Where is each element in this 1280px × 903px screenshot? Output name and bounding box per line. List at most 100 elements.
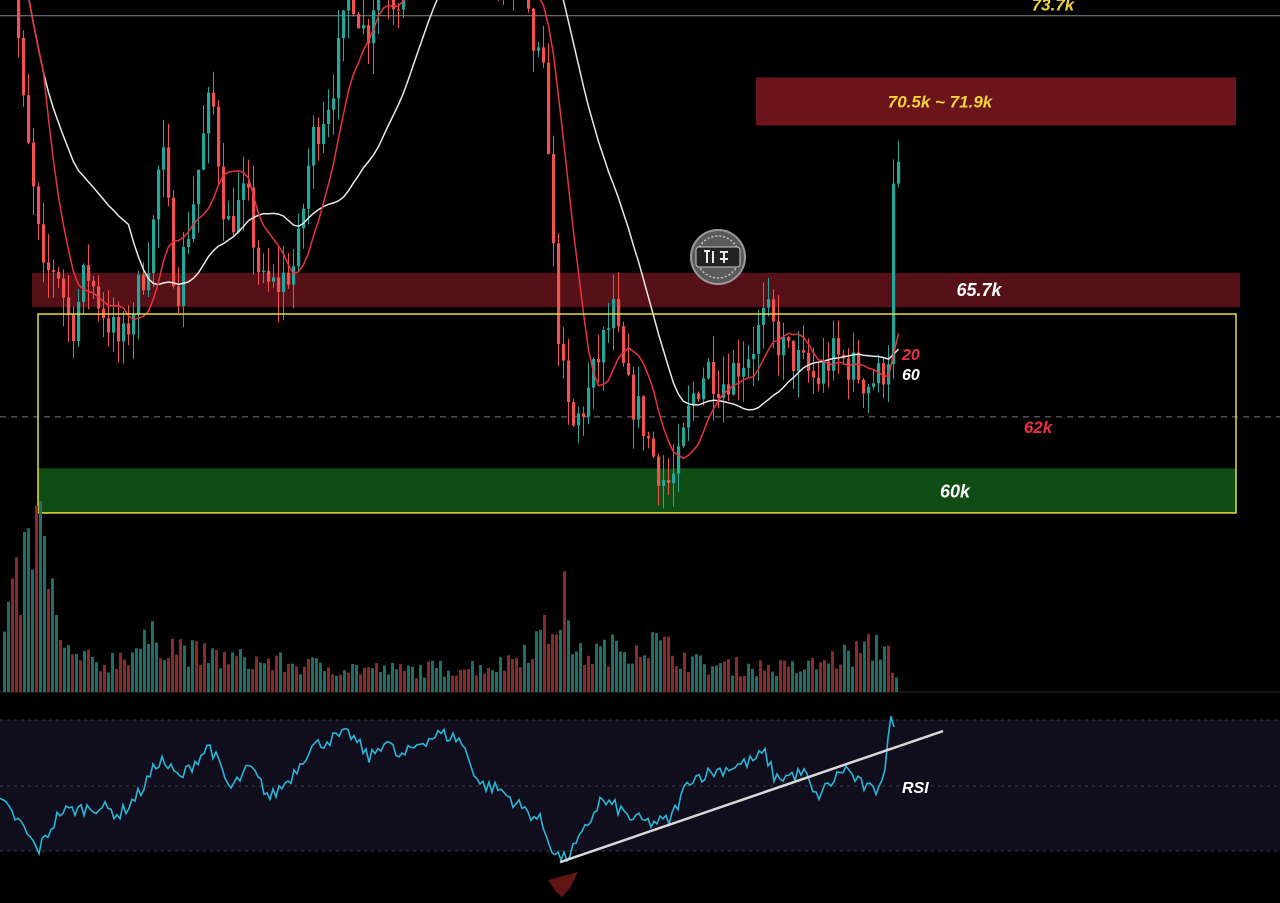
volume-bar [419, 665, 422, 692]
volume-bar [83, 650, 86, 692]
volume-bar [655, 633, 658, 692]
candle-body [847, 358, 851, 380]
volume-bar [839, 664, 842, 692]
candle-body [322, 123, 326, 145]
candle-body [747, 359, 751, 368]
volume-bar [127, 665, 130, 692]
volume-bar [603, 639, 606, 692]
candle-body [757, 324, 761, 354]
volume-bar [883, 646, 886, 692]
candle-body [782, 337, 786, 356]
volume-bar [303, 666, 306, 692]
volume-bar [187, 666, 190, 692]
volume-bar [587, 655, 590, 692]
candle-body [567, 360, 571, 403]
volume-bar [535, 631, 538, 692]
volume-bar [503, 670, 506, 692]
volume-bar [551, 633, 554, 692]
volume-bar [87, 649, 90, 692]
candle-body [327, 109, 331, 124]
volume-bar [263, 663, 266, 692]
volume-bar [279, 652, 282, 692]
volume-bar [511, 659, 514, 692]
candle-body [667, 479, 671, 483]
volume-bar [179, 639, 182, 692]
volume-bar [463, 669, 466, 692]
volume-bar [299, 674, 302, 692]
volume-bar [443, 676, 446, 692]
candle-body [632, 374, 636, 420]
candle-body [762, 307, 766, 325]
volume-bar [107, 672, 110, 692]
volume-bar [731, 675, 734, 692]
candle-body [402, 0, 406, 10]
volume-bar [667, 636, 670, 692]
volume-bar [479, 664, 482, 692]
support-zone-label: 60k [940, 482, 971, 502]
candle-body [212, 92, 216, 107]
volume-bar [831, 651, 834, 692]
volume-bar [379, 671, 382, 692]
volume-bar [195, 641, 198, 692]
candle-body [712, 361, 716, 394]
volume-bar [795, 673, 798, 692]
volume-bar [803, 669, 806, 692]
volume-bar [71, 654, 74, 692]
candle-body [37, 186, 41, 225]
volume-bar [743, 675, 746, 692]
candle-body [617, 298, 621, 327]
volume-bar [139, 648, 142, 692]
candle-body [557, 243, 561, 345]
candle-body [67, 297, 71, 316]
volume-bar [319, 662, 322, 692]
volume-bar [735, 656, 738, 692]
volume-bar [651, 632, 654, 692]
volume-bar [499, 657, 502, 692]
candle-body [152, 219, 156, 274]
candle-body [777, 321, 781, 356]
candle-body [362, 25, 366, 29]
volume-bar [823, 660, 826, 692]
candle-body [167, 147, 171, 198]
watermark-logo-icon [690, 229, 746, 285]
candle-body [527, 0, 531, 9]
candle-body [602, 330, 606, 363]
moving-averages [28, 0, 900, 460]
volume-bar [507, 655, 510, 692]
candle-body [682, 427, 686, 447]
volume-bar [59, 640, 62, 692]
volume-bar [315, 658, 318, 692]
volume-bar [31, 569, 34, 692]
candle-body [217, 106, 221, 167]
candle-body [607, 328, 611, 331]
candle-body [892, 183, 896, 365]
volume-bar [559, 629, 562, 692]
volume-bar [783, 660, 786, 692]
volume-bar [359, 674, 362, 692]
candle-body [157, 169, 161, 220]
candle-body [767, 299, 771, 308]
volume-bar [671, 655, 674, 692]
candle-body [532, 8, 536, 51]
candle-body [732, 363, 736, 395]
volume-bar [467, 669, 470, 692]
volume-bar [147, 643, 150, 692]
volume-bar [15, 557, 18, 692]
volume-bar [459, 669, 462, 692]
volume-bar [799, 671, 802, 692]
volume-bar [683, 652, 686, 692]
support-zone [38, 468, 1236, 513]
volume-bar [423, 677, 426, 692]
candle-body [752, 353, 756, 360]
volume-bar [867, 634, 870, 692]
candle-body [247, 183, 251, 188]
volume-bar [679, 668, 682, 692]
candle-body [147, 273, 151, 291]
volume-bar [211, 648, 214, 692]
volume-bar [431, 660, 434, 692]
volume-bar [475, 675, 478, 692]
candle-body [377, 0, 381, 11]
volume-bar [751, 668, 754, 692]
